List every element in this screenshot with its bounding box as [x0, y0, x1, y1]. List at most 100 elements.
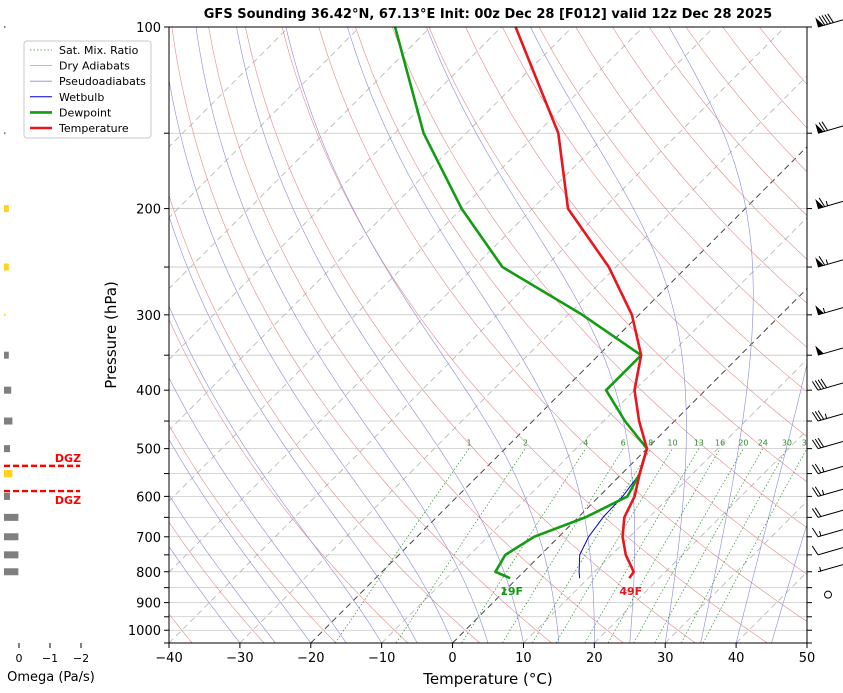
isotherm-line	[310, 146, 807, 643]
isotherm-line	[239, 75, 807, 643]
mixing-ratio-label: 10	[667, 439, 677, 448]
barb-full	[820, 378, 828, 388]
dry-adiabat	[281, 27, 768, 643]
legend-entry: Dewpoint	[59, 106, 112, 119]
barb-full	[814, 507, 822, 517]
mixing-ratio-label: 36	[802, 439, 812, 448]
barb-half	[825, 259, 829, 265]
omega-bar	[4, 551, 19, 559]
barb-staff	[817, 488, 843, 497]
barb-full	[811, 439, 819, 449]
dry-adiabat	[502, 27, 807, 393]
omega-bar	[4, 533, 19, 541]
wind-barb	[811, 545, 843, 556]
isotherm-line	[169, 27, 573, 431]
wind-barb	[815, 197, 843, 210]
wind-barb	[815, 345, 843, 356]
pseudoadiabat	[169, 494, 276, 643]
mixing-ratio-line	[607, 448, 721, 643]
barb-full	[817, 379, 825, 389]
barb-flag	[815, 345, 824, 356]
isotherm-line	[169, 27, 431, 290]
barb-staff	[817, 529, 843, 538]
mixing-ratio-label: 4	[583, 439, 588, 448]
y-tick-label: 800	[136, 566, 161, 581]
wind-barb	[817, 564, 843, 573]
mixing-ratio-label: 16	[715, 439, 725, 448]
pseudoadiabat	[195, 27, 489, 643]
omega-bar	[4, 386, 12, 394]
pseudoadiabat	[530, 27, 687, 643]
mixing-ratio-label: 6	[621, 439, 626, 448]
mixing-ratio-line	[461, 448, 587, 643]
barb-staff	[817, 382, 843, 391]
barb-full	[811, 487, 819, 497]
dry-adiabat	[171, 27, 552, 643]
y-tick-label: 500	[136, 443, 161, 458]
isotherm-line	[169, 27, 502, 361]
y-tick-label: 400	[136, 384, 161, 399]
barb-full	[811, 411, 819, 422]
dry-adiabat	[318, 27, 807, 622]
pseudoadiabat	[668, 27, 754, 643]
pseudoadiabat	[285, 27, 560, 643]
x-tick-label: −30	[226, 651, 253, 666]
wind-barb	[811, 507, 843, 518]
pseudoadiabat	[771, 523, 807, 643]
legend-entry: Temperature	[58, 122, 129, 135]
y-tick-label: 900	[136, 597, 161, 612]
legend: Sat. Mix. Ratio Dry Adiabats Pseudoadiabat…	[23, 40, 152, 139]
omega-x-tick-label: −2	[73, 652, 89, 665]
omega-bar	[4, 513, 19, 521]
x-tick-label: 10	[515, 651, 532, 666]
barb-full	[811, 381, 819, 391]
barb-full	[814, 486, 822, 496]
wind-barb	[811, 486, 843, 497]
mixing-ratio-label: 20	[738, 439, 748, 448]
barb-flag	[815, 257, 824, 268]
x-tick-label: 50	[799, 651, 816, 666]
dgz-label: DGZ	[55, 494, 81, 507]
x-tick-label: 30	[657, 651, 674, 666]
barb-half	[822, 307, 826, 314]
dry-adiabat	[245, 27, 696, 643]
legend-entry: Pseudoadiabats	[59, 75, 146, 88]
dry-adiabat	[169, 194, 480, 643]
omega-bar	[4, 470, 13, 478]
pseudoadiabat	[169, 77, 453, 643]
mixing-ratio-label: 24	[758, 439, 768, 448]
isotherm-line	[169, 27, 290, 148]
barb-half	[819, 531, 822, 537]
mixing-ratio-label: 30	[782, 439, 792, 448]
omega-bar	[4, 417, 13, 425]
barb-half	[821, 489, 825, 495]
dry-adiabat	[169, 318, 409, 643]
barb-flag	[815, 123, 824, 134]
omega-bar	[4, 351, 9, 359]
barb-full	[814, 411, 822, 421]
barb-staff	[817, 547, 843, 556]
mixing-ratio-lines: 1 2 4 6 8 10 13 16 20 24 30 36	[335, 439, 812, 643]
omega-bar	[4, 568, 19, 576]
wetbulb-line	[578, 448, 648, 579]
mixing-ratio-label: 1	[466, 439, 471, 448]
dry-adiabat	[722, 27, 807, 129]
temperature-line	[514, 27, 649, 579]
mixing-ratio-line	[555, 448, 673, 643]
omega-bar	[4, 492, 10, 500]
barb-full	[811, 508, 819, 518]
plot-frame	[168, 26, 808, 644]
surface-dewpoint-label: 19F	[500, 585, 523, 598]
x-axis-label: Temperature (°C)	[422, 670, 552, 688]
dry-adiabat	[685, 27, 807, 173]
wind-barbs	[811, 13, 843, 599]
mixing-ratio-label: 13	[694, 439, 704, 448]
barb-full	[817, 410, 825, 420]
dry-adiabat	[391, 27, 807, 529]
barb-half	[819, 566, 822, 572]
barb-full	[818, 122, 826, 132]
mixing-ratio-line	[654, 448, 764, 643]
dry-adiabat	[465, 27, 807, 438]
legend-entry: Wetbulb	[59, 91, 104, 104]
calm-circle	[824, 590, 832, 599]
